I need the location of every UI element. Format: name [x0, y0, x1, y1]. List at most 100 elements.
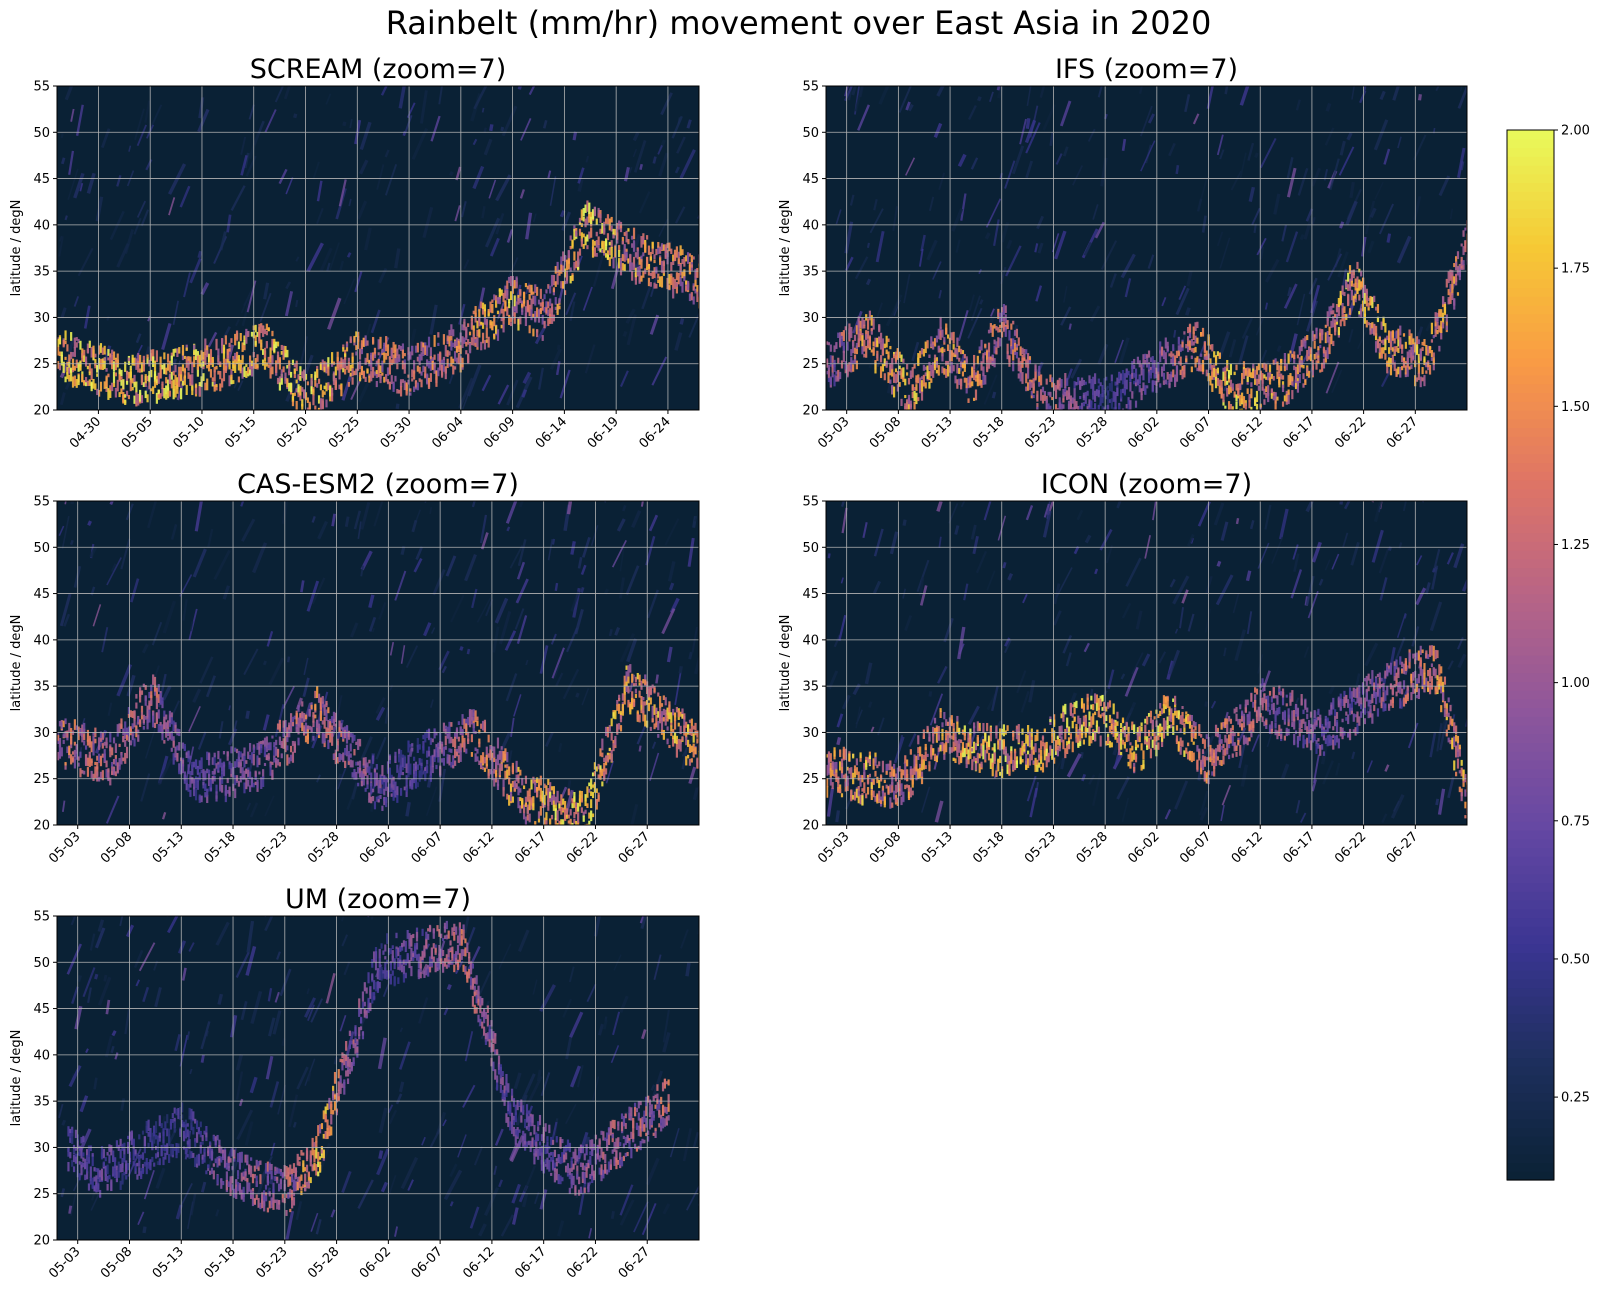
rainbelt-cell: [664, 247, 667, 256]
rainbelt-cell: [269, 368, 272, 379]
rainbelt-cell: [256, 743, 259, 750]
rainbelt-cell: [1028, 356, 1032, 361]
rainbelt-cell: [465, 723, 468, 736]
rainbelt-cell: [383, 798, 386, 802]
rainbelt-cell: [664, 713, 667, 721]
precip-streak: [550, 633, 557, 645]
rainbelt-cell: [116, 762, 119, 773]
rainbelt-cell: [211, 775, 214, 781]
rainbelt-cell: [532, 328, 535, 337]
rainbelt-cell: [588, 202, 591, 215]
rainbelt-cell: [168, 373, 172, 384]
rainbelt-cell: [647, 702, 651, 712]
rainbelt-cell: [327, 707, 330, 714]
precip-streak: [1120, 253, 1136, 279]
rainbelt-cell: [412, 360, 416, 366]
rainbelt-cell: [422, 347, 425, 357]
precip-streak: [75, 104, 84, 136]
rainbelt-cell: [946, 360, 950, 365]
precip-streak: [1327, 253, 1343, 281]
rainbelt-cell: [357, 331, 360, 339]
rainbelt-cell: [1317, 348, 1320, 356]
rainbelt-cell: [986, 350, 989, 362]
rainbelt-cell: [209, 349, 213, 361]
rainbelt-cell: [933, 338, 937, 347]
rainbelt-cell: [439, 361, 442, 371]
rainbelt-cell: [952, 352, 955, 357]
rainbelt-cell: [66, 736, 69, 741]
rainbelt-cell: [1430, 357, 1434, 361]
rainbelt-cell: [263, 361, 267, 370]
x-tick-label: 06-19: [585, 414, 622, 451]
rainbelt-cell: [388, 364, 391, 375]
rainbelt-cell: [852, 360, 855, 364]
rainbelt-cell: [198, 354, 201, 367]
rainbelt-cell: [840, 360, 844, 369]
rainbelt-cell: [472, 329, 475, 337]
rainbelt-cell: [1004, 305, 1007, 313]
rainbelt-cell: [79, 751, 82, 758]
precip-streak: [306, 580, 320, 612]
rainbelt-cell: [604, 218, 608, 224]
rainbelt-cell: [1425, 344, 1428, 356]
rainbelt-cell: [409, 763, 412, 775]
rainbelt-cell: [608, 241, 611, 246]
precip-streak: [1024, 119, 1037, 144]
rainbelt-cell: [351, 377, 354, 385]
rainbelt-cell: [1451, 283, 1454, 296]
precip-streak: [89, 546, 98, 558]
rainbelt-cell: [495, 773, 498, 783]
precip-streak: [488, 179, 497, 199]
rainbelt-cell: [608, 752, 611, 760]
rainbelt-cell: [478, 741, 481, 748]
rainbelt-cell: [670, 731, 673, 736]
rainbelt-cell: [840, 335, 844, 340]
rainbelt-cell: [278, 762, 282, 767]
rainbelt-cell: [234, 788, 237, 799]
rainbelt-cell: [336, 757, 339, 764]
rainbelt-cell: [157, 372, 160, 384]
rainbelt-cell: [366, 762, 369, 768]
rainbelt-cell: [221, 772, 224, 784]
rainbelt-cell: [112, 371, 116, 384]
rainbelt-cell: [1384, 353, 1387, 360]
rainbelt-cell: [103, 749, 106, 761]
rainbelt-cell: [148, 691, 151, 699]
rainbelt-cell: [863, 324, 866, 329]
rainbelt-cell: [904, 395, 907, 399]
rainbelt-cell: [1030, 395, 1033, 399]
rainbelt-cell: [539, 787, 542, 800]
rainbelt-cell: [690, 264, 693, 268]
rainbelt-cell: [519, 805, 522, 814]
rainbelt-cell: [1321, 329, 1324, 341]
precip-streak: [623, 167, 630, 182]
rainbelt-cell: [595, 766, 598, 772]
rainbelt-cell: [946, 344, 950, 352]
rainbelt-cell: [357, 782, 360, 787]
rainbelt-cell: [1131, 365, 1134, 377]
rainbelt-cell: [866, 339, 870, 345]
rainbelt-cell: [1334, 313, 1337, 318]
rainbelt-cell: [114, 387, 117, 398]
rainbelt-cell: [351, 356, 354, 369]
rainbelt-cell: [539, 795, 542, 802]
rainbelt-cell: [412, 370, 416, 380]
rainbelt-cell: [1121, 388, 1125, 394]
rainbelt-cell: [424, 768, 427, 777]
rainbelt-cell: [230, 338, 233, 343]
rainbelt-cell: [1120, 373, 1123, 381]
rainbelt-cell: [1174, 355, 1177, 366]
rainbelt-cell: [1348, 265, 1352, 274]
rainbelt-cell: [1430, 322, 1434, 335]
precip-streak: [303, 354, 314, 376]
rainbelt-cell: [943, 337, 946, 343]
rainbelt-cell: [265, 330, 268, 336]
rainbelt-cell: [1162, 363, 1166, 371]
rainbelt-cell: [577, 821, 580, 825]
rainbelt-cell: [1456, 292, 1460, 296]
rainbelt-cell: [582, 216, 585, 222]
rainbelt-cell: [435, 376, 438, 387]
rainbelt-cell: [644, 701, 647, 706]
rainbelt-cell: [638, 256, 641, 265]
rainbelt-cell: [153, 360, 157, 373]
